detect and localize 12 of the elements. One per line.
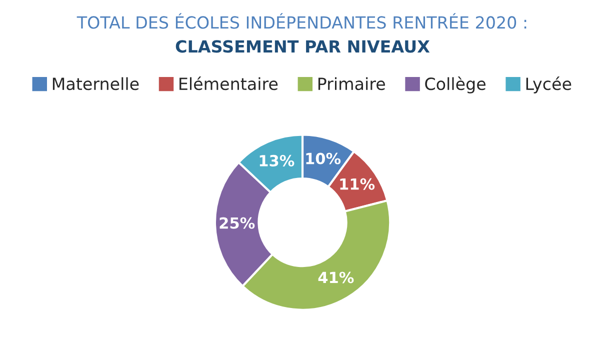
legend-label: Lycée	[526, 76, 572, 94]
data-label: 11%	[340, 178, 375, 190]
chart-subtitle: CLASSEMENT PAR NIVEAUX	[176, 40, 430, 53]
legend-label: Maternelle	[52, 77, 139, 90]
data-label: 41%	[318, 272, 354, 284]
legend-label: Elémentaire	[180, 76, 278, 90]
data-label: 10%	[306, 152, 341, 164]
data-label: 13%	[260, 154, 294, 166]
legend-label: Collège	[425, 76, 486, 94]
data-label: 25%	[220, 217, 255, 229]
legend-label: Primaire	[318, 77, 385, 90]
chart-title: TOTAL DES ÉCOLES INDÉPENDANTES RENTRÉE 2020 :	[76, 13, 526, 29]
